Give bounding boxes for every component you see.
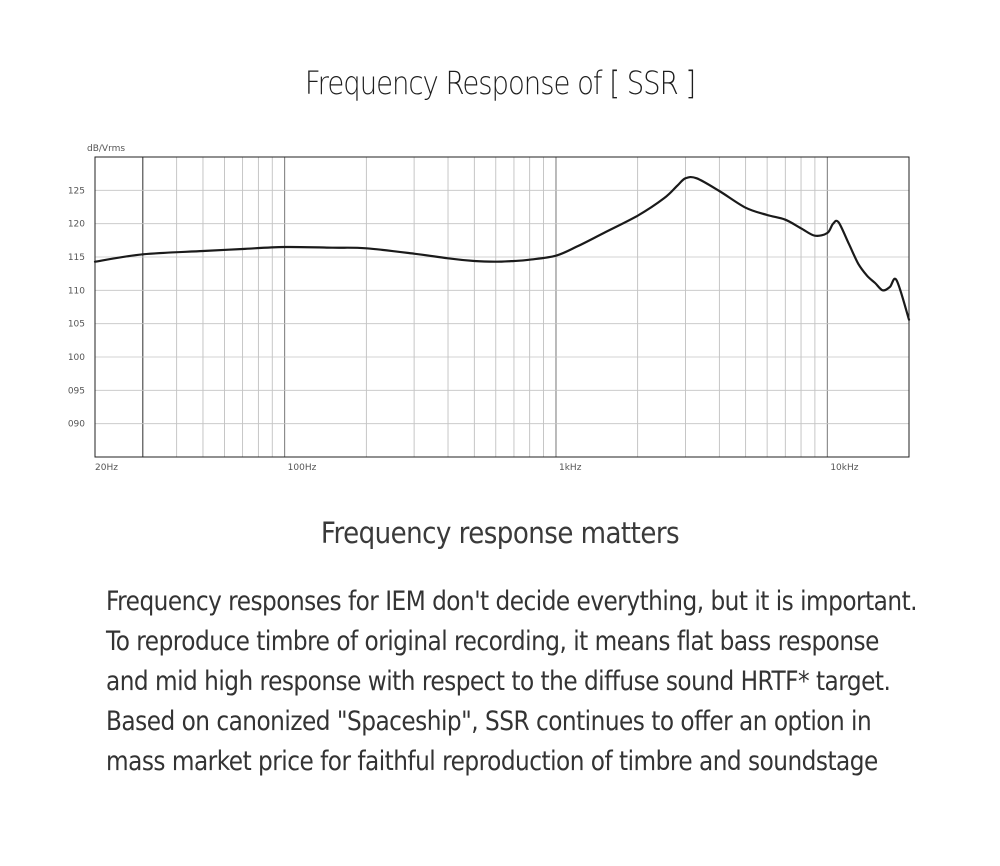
horizontal-grid	[95, 189, 909, 425]
y-tick-label: 115	[68, 253, 85, 263]
y-tick-label: 095	[68, 386, 85, 396]
x-tick-label: 1kHz	[559, 463, 582, 473]
y-tick-label: 100	[68, 353, 85, 363]
x-tick-label: 10kHz	[830, 463, 858, 473]
frequency-response-line	[93, 175, 911, 321]
paragraph-line: mass market price for faithful reproduct…	[106, 746, 878, 777]
chart-title: Frequency Response of [ SSR ]	[304, 64, 696, 102]
section-heading: Frequency response matters	[320, 516, 680, 550]
frequency-response-chart: 125 120 115 110 105 100 095 090 20Hz 100Hz 1kHz 10…	[68, 144, 911, 473]
x-tick-labels: 20Hz 100Hz 1kHz 10kHz	[95, 463, 859, 473]
plot-frame	[94, 156, 910, 458]
paragraph-line: Based on canonized "Spaceship", SSR cont…	[106, 706, 872, 737]
x-tick-label: 20Hz	[95, 463, 118, 473]
y-tick-label: 090	[68, 420, 85, 430]
y-tick-label: 120	[68, 220, 85, 230]
x-tick-label: 100Hz	[288, 463, 317, 473]
y-tick-label: 110	[68, 286, 85, 296]
paragraph-line: To reproduce timbre of original recordin…	[106, 626, 879, 657]
paragraph-line: Frequency responses for IEM don't decide…	[106, 586, 918, 617]
y-tick-label: 125	[68, 186, 85, 196]
description-paragraph: Frequency responses for IEM don't decide…	[106, 582, 918, 782]
vertical-grid	[142, 157, 828, 457]
paragraph-line: and mid high response with respect to th…	[106, 666, 891, 697]
y-tick-label: 105	[68, 320, 85, 330]
y-axis-unit-label: dB/Vrms	[87, 144, 125, 154]
y-tick-labels: 125 120 115 110 105 100 095 090	[68, 186, 85, 429]
